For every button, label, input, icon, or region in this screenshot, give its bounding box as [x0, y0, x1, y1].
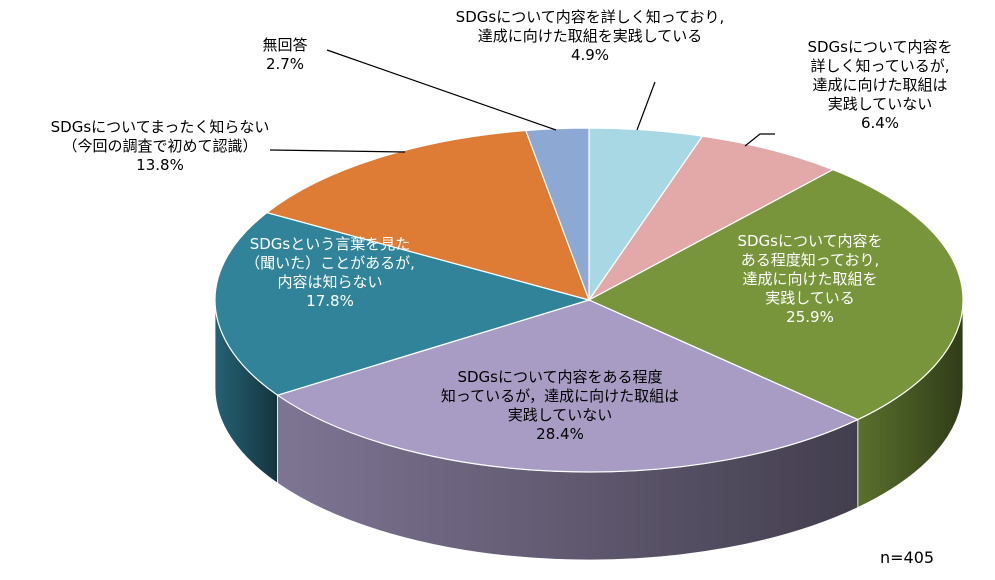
value-label: 2.7% [265, 55, 305, 73]
slice [214, 211, 592, 396]
slice [588, 135, 835, 301]
category-label: SDGsについて内容をある程度 知っているが，達成に向けた取組は 実践していない [440, 368, 680, 424]
slice-label: SDGsについて内容をある程度 知っているが，達成に向けた取組は 実践していない… [441, 368, 679, 444]
slice [265, 129, 590, 301]
slice-label: SDGsについて内容を詳しく知っており, 達成に向けた取組を実践している 4.9% [456, 8, 725, 65]
slice-label: SDGsについてまったく知らない （今回の調査で初めて認識） 13.8% [51, 118, 270, 175]
slice-label: SDGsという言葉を見た （聞いた）ことがあるが, 内容は知らない 17.8% [245, 235, 415, 311]
category-label: SDGsについてまったく知らない （今回の調査で初めて認識） [50, 118, 270, 155]
slice [524, 127, 590, 301]
category-label: SDGsについて内容を詳しく知っており, 達成に向けた取組を実践している [455, 8, 725, 45]
leader-line [744, 133, 775, 147]
slice [276, 299, 860, 473]
slice-label: SDGsについて内容を ある程度知っており, 達成に向けた取組を 実践している 2… [737, 232, 882, 327]
value-label: 4.9% [570, 46, 610, 64]
category-label: SDGsという言葉を見た （聞いた）ことがあるが, 内容は知らない [245, 235, 415, 291]
value-label: 13.8% [136, 156, 184, 174]
value-label: 28.4% [536, 425, 584, 443]
slice [587, 168, 964, 421]
value-label: 25.9% [786, 308, 834, 326]
leader-line [269, 149, 406, 153]
category-label: SDGsについて内容を 詳しく知っているが, 達成に向けた取組は 実践していない [807, 38, 953, 113]
category-label: SDGsについて内容を ある程度知っており, 達成に向けた取組を 実践している [737, 232, 883, 307]
category-label: 無回答 [262, 36, 308, 54]
value-label: 17.8% [306, 292, 354, 310]
leader-line [326, 49, 557, 131]
leader-line [636, 81, 656, 131]
slice-label: 無回答 2.7% [262, 36, 307, 74]
sample-size-note: n=405 [880, 548, 935, 567]
value-label: 6.4% [860, 114, 900, 132]
slice-label: SDGsについて内容を 詳しく知っているが, 達成に向けた取組は 実践していない… [807, 38, 952, 133]
